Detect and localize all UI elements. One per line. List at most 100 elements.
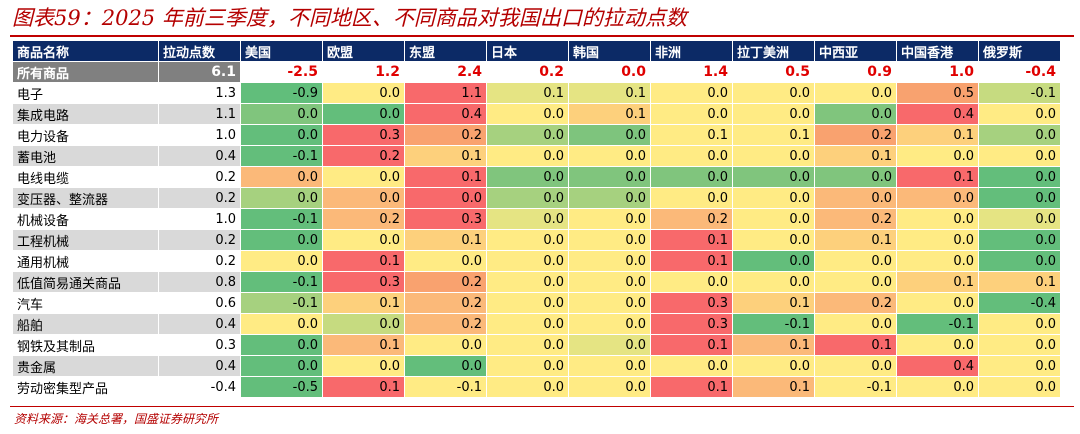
heat-cell: 0.1 — [404, 166, 487, 188]
heat-cell: 0.0 — [978, 103, 1061, 125]
heat-cell: 0.0 — [240, 313, 323, 335]
heat-cell: 0.3 — [404, 208, 487, 230]
heat-cell: -0.5 — [240, 376, 323, 398]
row-label: 工程机械 — [12, 229, 159, 251]
heat-cell: 0.0 — [732, 166, 815, 188]
heat-cell: 0.0 — [732, 103, 815, 125]
row-label: 所有商品 — [12, 61, 159, 83]
row-total: 0.8 — [158, 271, 241, 293]
row-total: 0.2 — [158, 250, 241, 272]
heat-cell: 0.0 — [322, 103, 405, 125]
heat-cell: 0.0 — [486, 313, 569, 335]
heat-cell: 0.1 — [814, 145, 897, 167]
figure-title: 图表59：2025 年前三季度，不同地区、不同商品对我国出口的拉动点数 — [12, 6, 687, 30]
heat-cell: 0.0 — [240, 334, 323, 356]
heat-cell: 0.0 — [814, 82, 897, 104]
row-label: 钢铁及其制品 — [12, 334, 159, 356]
heat-cell: 0.0 — [568, 229, 651, 251]
table-row: 劳动密集型产品 -0.4 -0.5 0.1 -0.1 0.0 0.0 0.1 0.1 -0.1 0.… — [12, 376, 1061, 398]
table-row: 电子 1.3 -0.9 0.0 1.1 0.1 0.1 0.0 0.0 0.0 0.5 -0.1 — [12, 82, 1061, 104]
row-total: 1.1 — [158, 103, 241, 125]
heat-cell: 0.0 — [322, 187, 405, 209]
heat-cell: 0.0 — [896, 145, 979, 167]
heat-cell: 0.0 — [650, 271, 733, 293]
region-value: -0.4 — [978, 61, 1061, 83]
heat-cell: 0.1 — [650, 124, 733, 146]
heat-cell: 0.0 — [568, 271, 651, 293]
column-header: 东盟 — [404, 40, 487, 62]
heat-cell: 0.0 — [568, 145, 651, 167]
column-header: 俄罗斯 — [978, 40, 1061, 62]
source-divider — [10, 406, 1074, 407]
heat-cell: 0.0 — [978, 376, 1061, 398]
heat-cell: 0.0 — [814, 250, 897, 272]
heat-cell: 0.0 — [896, 208, 979, 230]
heat-cell: 0.0 — [650, 166, 733, 188]
total-row: 所有商品 6.1 -2.5 1.2 2.4 0.2 0.0 1.4 0.5 0.9 1.0 -0.4 — [12, 61, 1061, 83]
heat-cell: 0.0 — [322, 82, 405, 104]
table-row: 贵金属 0.4 0.0 0.0 0.0 0.0 0.0 0.0 0.0 0.0 0.4 0.0 — [12, 355, 1061, 377]
row-total: 6.1 — [158, 61, 241, 83]
heat-cell: 0.1 — [650, 229, 733, 251]
heat-cell: 0.0 — [896, 334, 979, 356]
row-label: 贵金属 — [12, 355, 159, 377]
heat-cell: 0.0 — [814, 313, 897, 335]
heat-cell: 0.0 — [896, 376, 979, 398]
table-row: 低值简易通关商品 0.8 -0.1 0.3 0.2 0.0 0.0 0.0 0.0 0.0 0.1 0… — [12, 271, 1061, 293]
heat-cell: 0.0 — [732, 355, 815, 377]
heat-cell: -0.4 — [978, 292, 1061, 314]
heat-cell: 0.0 — [978, 334, 1061, 356]
heat-cell: 0.0 — [568, 124, 651, 146]
row-total: 1.3 — [158, 82, 241, 104]
row-total: 0.6 — [158, 292, 241, 314]
heat-cell: 0.2 — [404, 292, 487, 314]
heat-cell: 0.0 — [650, 355, 733, 377]
heat-cell: 0.0 — [486, 124, 569, 146]
row-total: 0.3 — [158, 334, 241, 356]
table-row: 汽车 0.6 -0.1 0.1 0.2 0.0 0.0 0.3 0.1 0.2 0.0 -0.4 — [12, 292, 1061, 314]
heat-cell: 0.1 — [896, 166, 979, 188]
heat-cell: 0.1 — [568, 103, 651, 125]
column-header: 商品名称 — [12, 40, 159, 62]
heat-cell: -0.1 — [814, 376, 897, 398]
heat-cell: 0.0 — [486, 334, 569, 356]
table-row: 电线电缆 0.2 0.0 0.0 0.1 0.0 0.0 0.0 0.0 0.0 0.1 0.0 — [12, 166, 1061, 188]
table-row: 工程机械 0.2 0.0 0.0 0.1 0.0 0.0 0.1 0.0 0.1 0.0 0.0 — [12, 229, 1061, 251]
heat-cell: 0.0 — [650, 103, 733, 125]
heat-cell: 0.0 — [978, 124, 1061, 146]
row-total: 0.2 — [158, 187, 241, 209]
heat-cell: 0.0 — [568, 250, 651, 272]
row-label: 汽车 — [12, 292, 159, 314]
heat-cell: 0.0 — [240, 355, 323, 377]
table-row: 通用机械 0.2 0.0 0.1 0.0 0.0 0.0 0.1 0.0 0.0 0.0 0.0 — [12, 250, 1061, 272]
heat-cell: 0.4 — [896, 103, 979, 125]
title-divider — [10, 35, 1074, 37]
heat-cell: 0.0 — [240, 166, 323, 188]
row-label: 通用机械 — [12, 250, 159, 272]
source-note: 资料来源：海关总署，国盛证券研究所 — [14, 412, 219, 426]
heat-cell: 0.0 — [814, 166, 897, 188]
heat-cell: 0.2 — [404, 271, 487, 293]
heat-cell: 0.1 — [568, 82, 651, 104]
region-value: -2.5 — [240, 61, 323, 83]
heat-cell: 0.2 — [650, 208, 733, 230]
row-label: 变压器、整流器 — [12, 187, 159, 209]
heat-cell: 0.0 — [240, 250, 323, 272]
heat-cell: 0.0 — [814, 187, 897, 209]
row-label: 电力设备 — [12, 124, 159, 146]
heat-cell: 0.0 — [486, 250, 569, 272]
column-header: 日本 — [486, 40, 569, 62]
row-total: 0.2 — [158, 229, 241, 251]
heat-cell: 0.1 — [732, 292, 815, 314]
region-value: 0.2 — [486, 61, 569, 83]
column-header: 中西亚 — [814, 40, 897, 62]
heat-cell: 0.0 — [568, 355, 651, 377]
heat-cell: 0.2 — [322, 145, 405, 167]
heat-cell: 0.0 — [322, 166, 405, 188]
heat-cell: 0.1 — [650, 250, 733, 272]
table-row: 集成电路 1.1 0.0 0.0 0.4 0.0 0.1 0.0 0.0 0.0 0.4 0.0 — [12, 103, 1061, 125]
row-total: 1.0 — [158, 208, 241, 230]
heat-cell: 0.0 — [322, 313, 405, 335]
heat-cell: 0.0 — [814, 355, 897, 377]
heat-cell: 0.0 — [568, 166, 651, 188]
